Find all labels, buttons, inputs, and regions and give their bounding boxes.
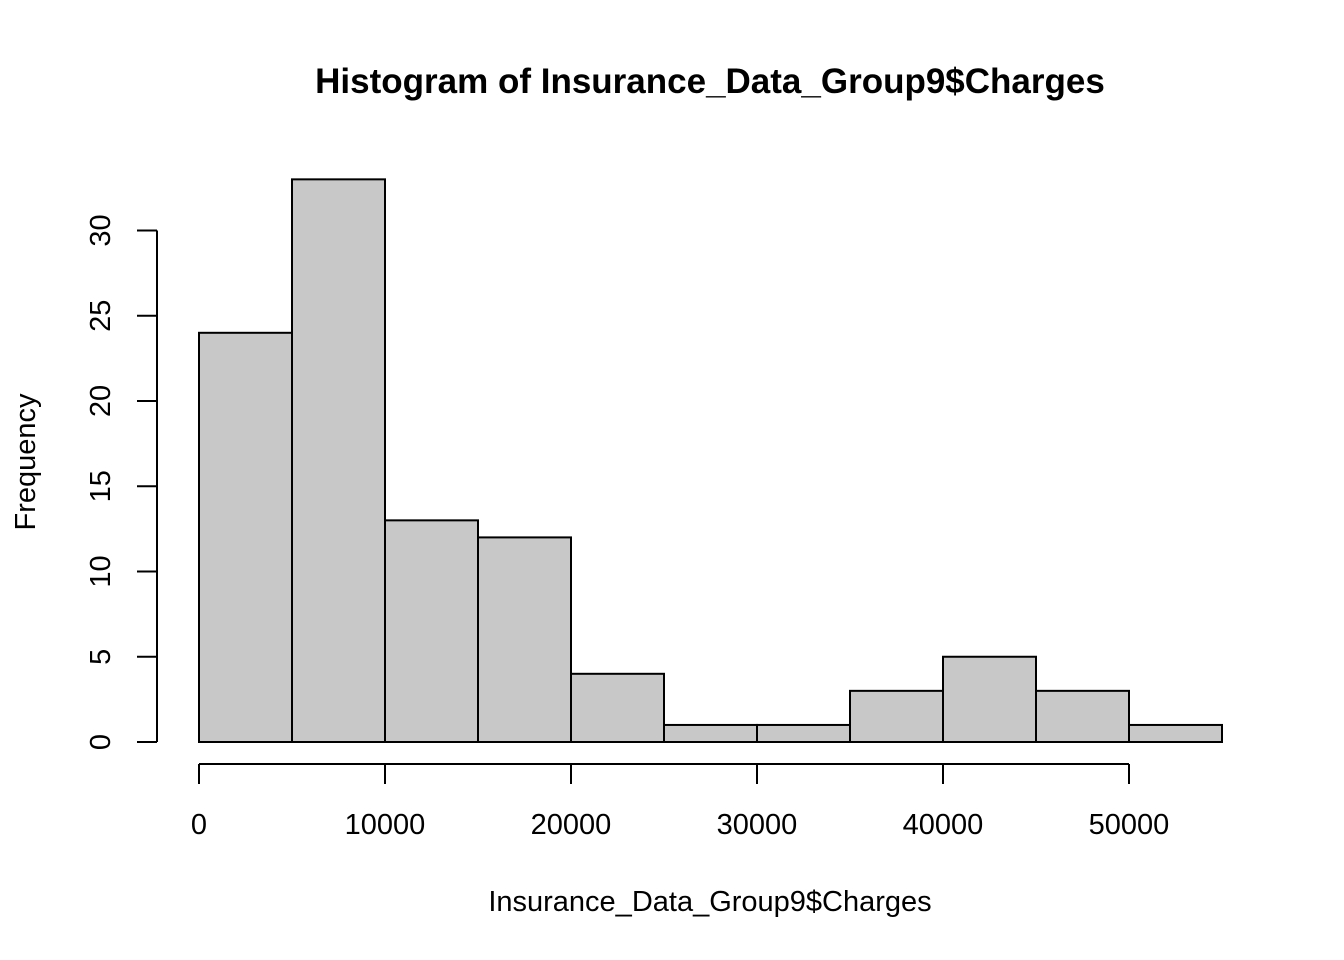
histogram-bar (849, 689, 944, 743)
x-tick-label: 40000 (903, 809, 984, 841)
y-tick-label: 25 (85, 300, 117, 332)
histogram-bar (477, 536, 572, 744)
bars-group (198, 178, 1223, 744)
histogram-bar (570, 672, 665, 743)
histogram-bar (756, 723, 851, 744)
y-tick-label: 10 (85, 555, 117, 587)
chart-title: Histogram of Insurance_Data_Group9$Charg… (315, 62, 1105, 101)
y-tick-label: 0 (85, 734, 117, 750)
x-tick-label: 20000 (531, 809, 612, 841)
x-axis-label: Insurance_Data_Group9$Charges (488, 886, 931, 918)
histogram-bar (198, 331, 293, 743)
histogram-bar (1128, 723, 1223, 744)
y-tick-label: 15 (85, 470, 117, 502)
y-axis-label: Frequency (10, 393, 42, 531)
y-tick-label: 20 (85, 385, 117, 417)
x-tick-label: 30000 (717, 809, 798, 841)
x-axis: 0 10000 20000 30000 40000 50000 (191, 763, 1170, 841)
y-tick-label: 5 (85, 649, 117, 665)
x-tick-label: 50000 (1089, 809, 1170, 841)
x-tick-label: 0 (191, 809, 207, 841)
y-tick-label: 30 (85, 214, 117, 246)
histogram-bar (1035, 689, 1130, 743)
x-tick-label: 10000 (345, 809, 426, 841)
histogram-bar (384, 519, 479, 743)
y-axis: 0 5 10 15 20 25 30 (85, 214, 158, 750)
histogram-bar (942, 655, 1037, 743)
histogram-bar (663, 723, 758, 744)
histogram-bar (291, 178, 386, 744)
